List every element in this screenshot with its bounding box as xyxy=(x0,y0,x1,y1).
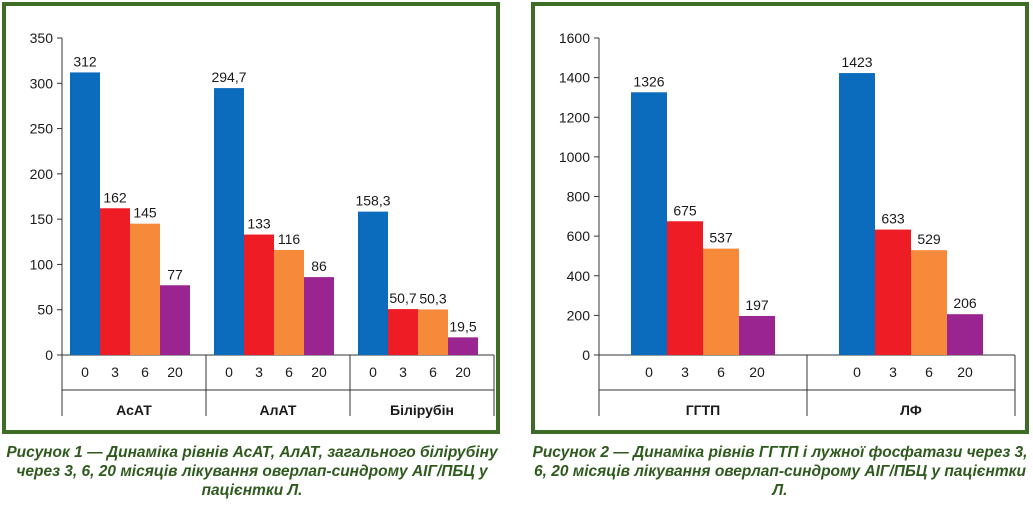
figure-2-panel: 0 200 400 600 800 1000 1200 1400 1600 1326 0 675 3 53… xyxy=(531,2,1029,434)
fig1-y-tick-label: 0 xyxy=(45,347,53,363)
fig1-data-label: 116 xyxy=(278,231,301,247)
fig2-group-label: ГГТП xyxy=(686,402,721,418)
fig1-y-tick-label: 200 xyxy=(30,166,54,182)
fig2-data-label: 633 xyxy=(881,211,905,227)
fig1-data-label: 162 xyxy=(103,189,127,205)
fig2-data-label: 675 xyxy=(673,202,697,218)
fig2-bar xyxy=(947,314,983,355)
fig2-y-tick-label: 1600 xyxy=(559,30,590,46)
fig1-subcategory-label: 20 xyxy=(311,364,327,380)
fig1-subcategory-label: 0 xyxy=(81,364,89,380)
fig2-y-tick-label: 1000 xyxy=(559,149,590,165)
fig1-bar xyxy=(274,249,304,355)
fig1-bar xyxy=(214,88,244,355)
figure-1-chart: 0501001502002503003503120162314567720АсА… xyxy=(30,30,495,418)
fig2-subcategory-label: 6 xyxy=(925,364,933,380)
fig1-subcategory-label: 20 xyxy=(455,364,471,380)
fig2-subcategory-label: 20 xyxy=(957,364,973,380)
fig1-data-label: 158,3 xyxy=(355,193,390,209)
figure-1-panel: 0 50 100 150 200 250 300 350 312 0 162 3 145 6 77 20 АсА… xyxy=(2,2,500,434)
fig1-data-label: 50,7 xyxy=(389,290,416,306)
fig2-bar xyxy=(911,250,947,355)
fig2-data-label: 197 xyxy=(745,297,769,313)
fig2-bar xyxy=(739,315,775,355)
fig2-subcategory-label: 0 xyxy=(853,364,861,380)
fig2-bar xyxy=(875,229,911,355)
fig1-subcategory-label: 6 xyxy=(141,364,149,380)
fig1-subcategory-label: 20 xyxy=(167,364,183,380)
fig2-data-label: 1326 xyxy=(633,73,664,89)
figure-2-caption: Рисунок 2 — Динаміка рівнів ГГТП і лужно… xyxy=(532,444,1028,499)
figure-1-caption: Рисунок 1 — Динаміка рівнів АсАТ, АлАТ, … xyxy=(6,444,498,499)
fig1-bar xyxy=(244,234,274,355)
fig1-bar xyxy=(358,211,388,355)
fig1-subcategory-label: 6 xyxy=(429,364,437,380)
fig1-bar xyxy=(388,309,418,355)
fig1-group-label: АсАТ xyxy=(116,402,152,418)
fig2-y-tick-label: 400 xyxy=(567,268,591,284)
fig1-bar xyxy=(100,208,130,355)
fig1-y-tick-label: 300 xyxy=(30,75,54,91)
fig1-y-tick-label: 150 xyxy=(30,211,54,227)
fig2-subcategory-label: 20 xyxy=(749,364,765,380)
fig1-bar xyxy=(304,277,334,355)
fig1-data-label: 294,7 xyxy=(211,69,246,85)
fig1-data-label: 50,3 xyxy=(419,290,446,306)
fig1-bar xyxy=(130,223,160,355)
fig2-y-tick-label: 1400 xyxy=(559,70,590,86)
fig2-data-label: 1423 xyxy=(841,54,872,70)
fig2-subcategory-label: 3 xyxy=(681,364,689,380)
fig2-bar xyxy=(631,92,667,355)
fig2-y-tick-label: 600 xyxy=(567,228,591,244)
fig1-bar xyxy=(160,285,190,355)
fig1-bar xyxy=(418,309,448,355)
fig1-subcategory-label: 0 xyxy=(369,364,377,380)
fig1-data-label: 133 xyxy=(247,216,271,232)
fig1-subcategory-label: 3 xyxy=(399,364,407,380)
fig1-data-label: 77 xyxy=(167,266,183,282)
fig1-subcategory-label: 3 xyxy=(255,364,263,380)
fig2-y-tick-label: 800 xyxy=(567,189,591,205)
fig1-y-tick-label: 350 xyxy=(30,30,54,46)
fig1-data-label: 19,5 xyxy=(449,318,476,334)
fig1-y-tick-label: 100 xyxy=(30,256,54,272)
fig2-subcategory-label: 3 xyxy=(889,364,897,380)
fig2-bar xyxy=(667,221,703,355)
fig2-data-label: 529 xyxy=(917,231,941,247)
fig1-data-label: 86 xyxy=(311,258,327,274)
fig2-subcategory-label: 6 xyxy=(717,364,725,380)
fig2-subcategory-label: 0 xyxy=(645,364,653,380)
fig2-data-label: 206 xyxy=(953,295,977,311)
fig1-data-label: 145 xyxy=(133,205,157,221)
fig1-subcategory-label: 6 xyxy=(285,364,293,380)
figure-2-chart: 0200400600800100012001400160013260675353… xyxy=(559,30,1016,418)
fig1-bar xyxy=(70,72,100,355)
fig1-group-label: АлАТ xyxy=(260,402,297,418)
fig2-y-tick-label: 1200 xyxy=(559,109,590,125)
fig1-bar xyxy=(448,337,478,355)
fig2-y-tick-label: 200 xyxy=(567,307,591,323)
fig1-subcategory-label: 0 xyxy=(225,364,233,380)
fig1-y-tick-label: 50 xyxy=(37,302,53,318)
fig1-group-label: Білірубін xyxy=(390,402,454,418)
fig1-y-tick-label: 250 xyxy=(30,121,54,137)
fig1-subcategory-label: 3 xyxy=(111,364,119,380)
fig1-data-label: 312 xyxy=(73,53,97,69)
fig2-data-label: 537 xyxy=(709,230,733,246)
fig2-group-label: ЛФ xyxy=(900,402,922,418)
fig2-y-tick-label: 0 xyxy=(582,347,590,363)
fig2-bar xyxy=(703,248,739,355)
fig2-bar xyxy=(839,73,875,356)
